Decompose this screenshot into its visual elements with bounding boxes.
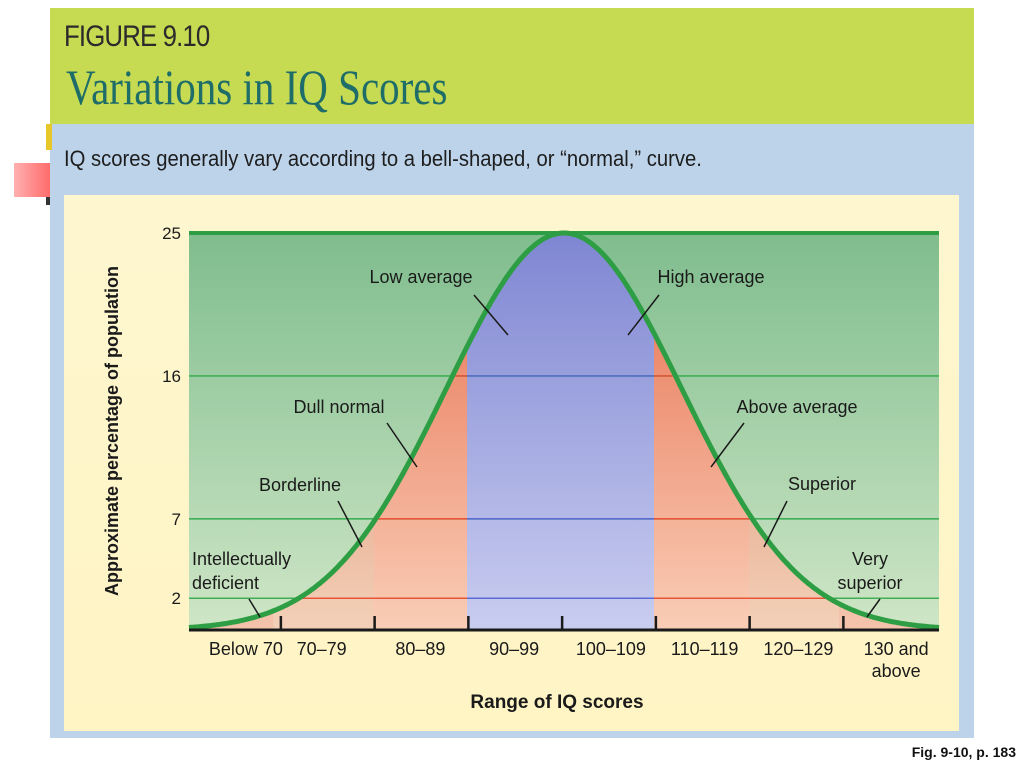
figure-caption: IQ scores generally vary according to a … xyxy=(64,146,702,171)
region-label-6-0: Intellectually xyxy=(192,549,291,569)
region-label-7-0: Very xyxy=(852,549,888,569)
plot-group: 2 7 16 25 Below 70 70–79 80–89 90–99 100–109 110–… xyxy=(102,224,940,713)
region-leader-0 xyxy=(473,294,509,336)
y-tick-label-25: 25 xyxy=(162,224,181,243)
region-label-5: Superior xyxy=(788,474,856,494)
figure-title: Variations in IQ Scores xyxy=(66,59,448,115)
band-90-109 xyxy=(467,233,654,630)
bell-curve-line xyxy=(188,230,940,630)
x-tick-label-4: 100–109 xyxy=(576,639,646,659)
x-tick-label-6: 120–129 xyxy=(763,639,833,659)
figure-reference: Fig. 9-10, p. 183 xyxy=(911,744,1016,760)
region-label-4: Borderline xyxy=(259,475,341,495)
figure-label: FIGURE 9.10 xyxy=(64,20,210,53)
y-axis-title: Approximate percentage of population xyxy=(102,266,122,596)
x-tick-label-7-1: above xyxy=(872,661,921,681)
region-label-1: High average xyxy=(657,267,764,287)
x-axis-title: Range of IQ scores xyxy=(470,692,643,713)
x-tick-label-1: 70–79 xyxy=(297,639,347,659)
region-leader-5 xyxy=(763,500,788,548)
y-tick-label-2: 2 xyxy=(172,589,181,608)
y-tick-label-16: 16 xyxy=(162,367,181,386)
region-leader-6 xyxy=(248,598,261,618)
region-leader-4 xyxy=(337,500,363,548)
region-leader-2 xyxy=(386,422,418,468)
region-leader-3 xyxy=(710,422,745,468)
decoration-bar xyxy=(46,124,52,150)
chart-area: 2 7 16 25 Below 70 70–79 80–89 90–99 100–109 110–… xyxy=(64,195,959,731)
iq-bell-curve-chart: 2 7 16 25 Below 70 70–79 80–89 90–99 100–109 110–… xyxy=(102,224,940,713)
region-label-3: Above average xyxy=(736,397,857,417)
decoration-stub xyxy=(46,197,50,205)
region-leader-7 xyxy=(866,598,881,618)
x-tick-label-7-0: 130 and xyxy=(864,639,929,659)
x-tick-label-0: Below 70 xyxy=(209,639,283,659)
x-tick-label-5: 110–119 xyxy=(671,639,738,659)
x-tick-label-3: 90–99 xyxy=(489,639,539,659)
region-label-7-1: superior xyxy=(837,573,902,593)
figure-header: FIGURE 9.10 Variations in IQ Scores xyxy=(50,8,974,124)
figure-panel: IQ scores generally vary according to a … xyxy=(50,124,974,738)
region-leader-1 xyxy=(627,294,660,336)
y-tick-label-7: 7 xyxy=(172,510,181,529)
region-label-0: Low average xyxy=(369,267,472,287)
x-tick-label-2: 80–89 xyxy=(395,639,445,659)
region-label-2: Dull normal xyxy=(293,397,384,417)
region-label-6-1: deficient xyxy=(192,573,259,593)
decoration-tab xyxy=(14,163,50,197)
